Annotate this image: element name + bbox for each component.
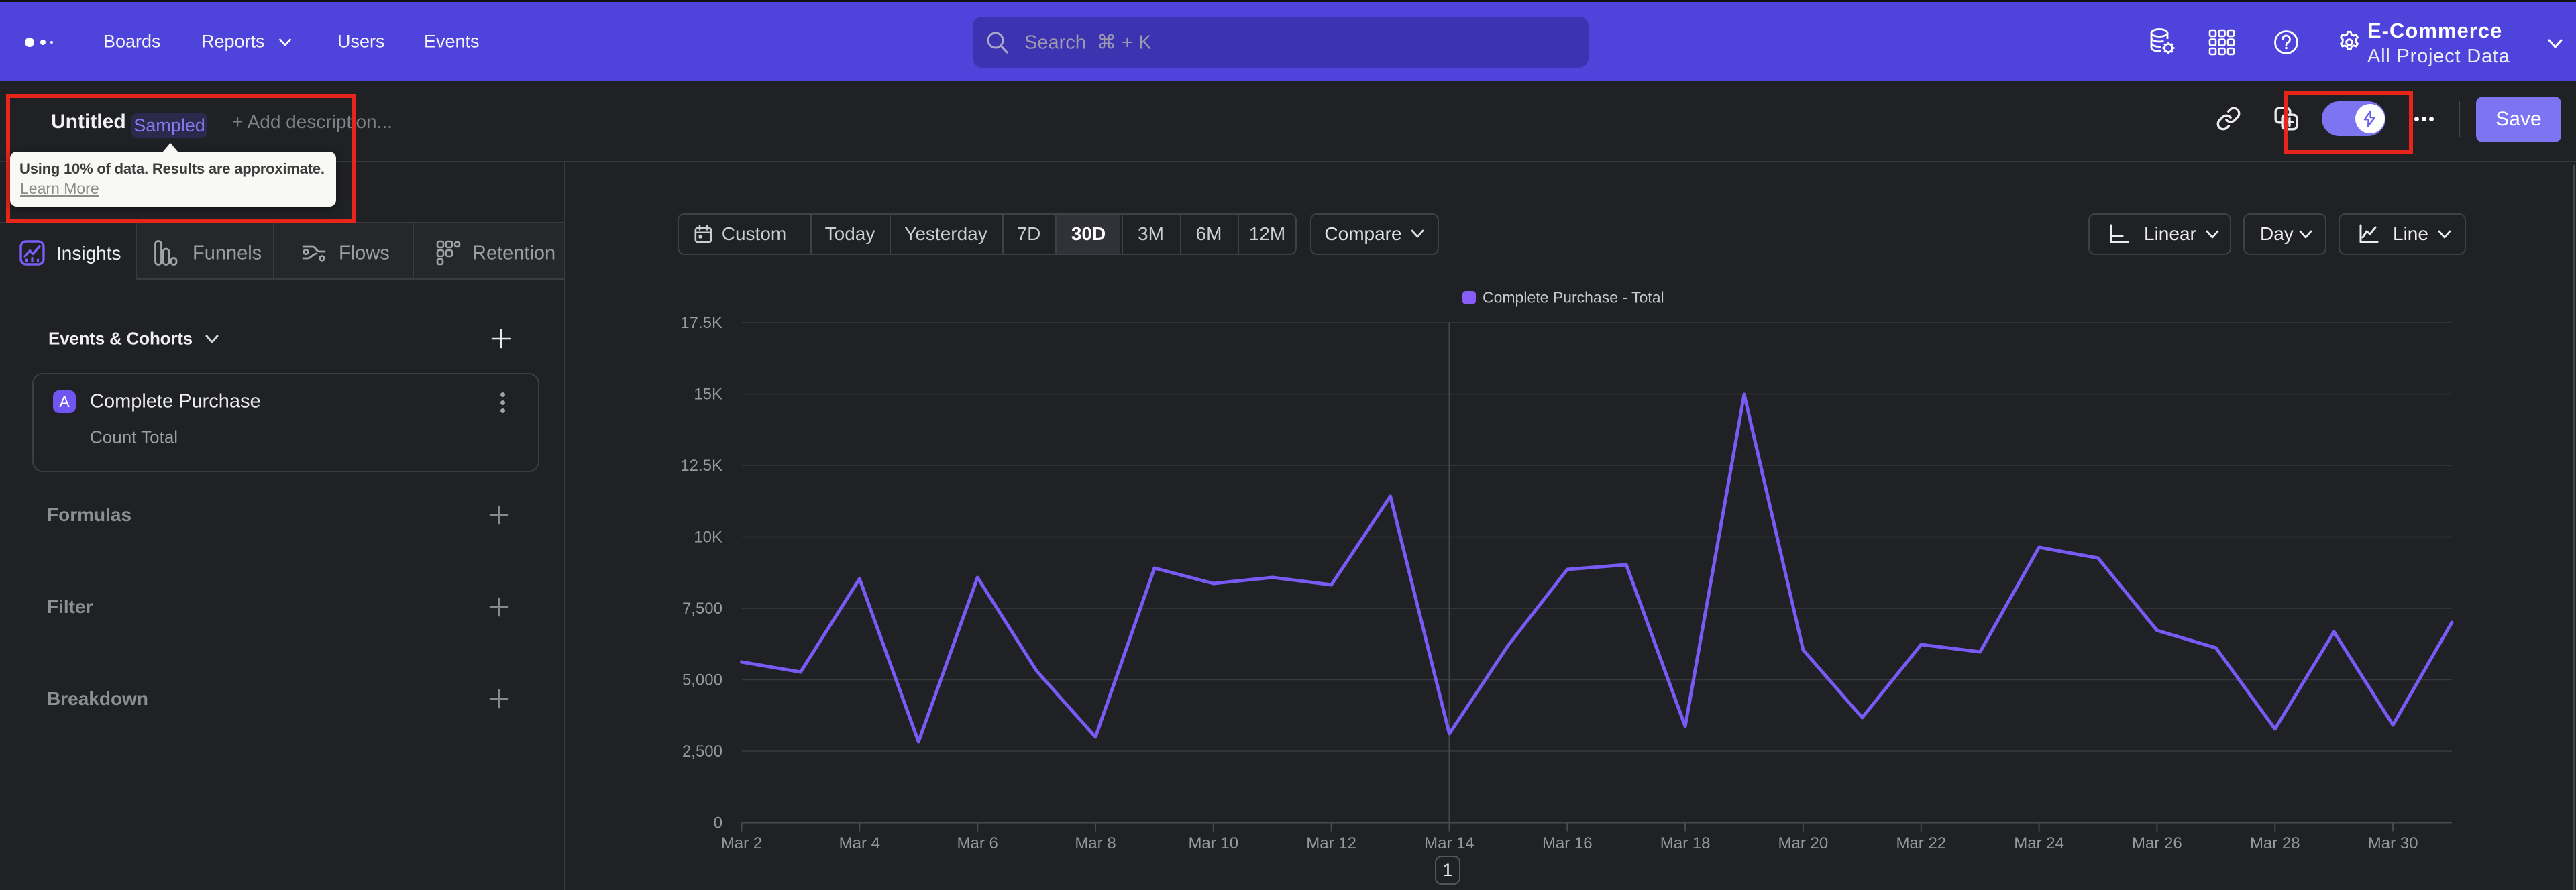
svg-text:Mar 10: Mar 10	[1188, 834, 1238, 852]
svg-text:Mar 8: Mar 8	[1075, 834, 1116, 852]
svg-text:Mar 20: Mar 20	[1778, 834, 1829, 852]
svg-text:Mar 12: Mar 12	[1306, 834, 1356, 852]
svg-text:Mar 24: Mar 24	[2014, 834, 2064, 852]
svg-text:15K: 15K	[694, 386, 722, 404]
svg-text:Mar 14: Mar 14	[1424, 834, 1474, 852]
svg-text:Mar 28: Mar 28	[2250, 834, 2300, 852]
svg-text:Mar 26: Mar 26	[2132, 834, 2182, 852]
svg-text:0: 0	[714, 814, 722, 832]
svg-text:Mar 4: Mar 4	[839, 834, 880, 852]
svg-text:Mar 2: Mar 2	[721, 834, 762, 852]
svg-text:Mar 30: Mar 30	[2368, 834, 2418, 852]
svg-text:Mar 16: Mar 16	[1542, 834, 1593, 852]
svg-text:7,500: 7,500	[682, 600, 722, 618]
svg-text:Mar 18: Mar 18	[1660, 834, 1711, 852]
svg-text:2,500: 2,500	[682, 742, 722, 761]
svg-text:17.5K: 17.5K	[680, 314, 722, 332]
svg-text:5,000: 5,000	[682, 671, 722, 689]
svg-text:12.5K: 12.5K	[680, 457, 722, 475]
svg-text:Mar 22: Mar 22	[1896, 834, 1946, 852]
svg-text:10K: 10K	[694, 529, 722, 547]
svg-text:Mar 6: Mar 6	[957, 834, 998, 852]
